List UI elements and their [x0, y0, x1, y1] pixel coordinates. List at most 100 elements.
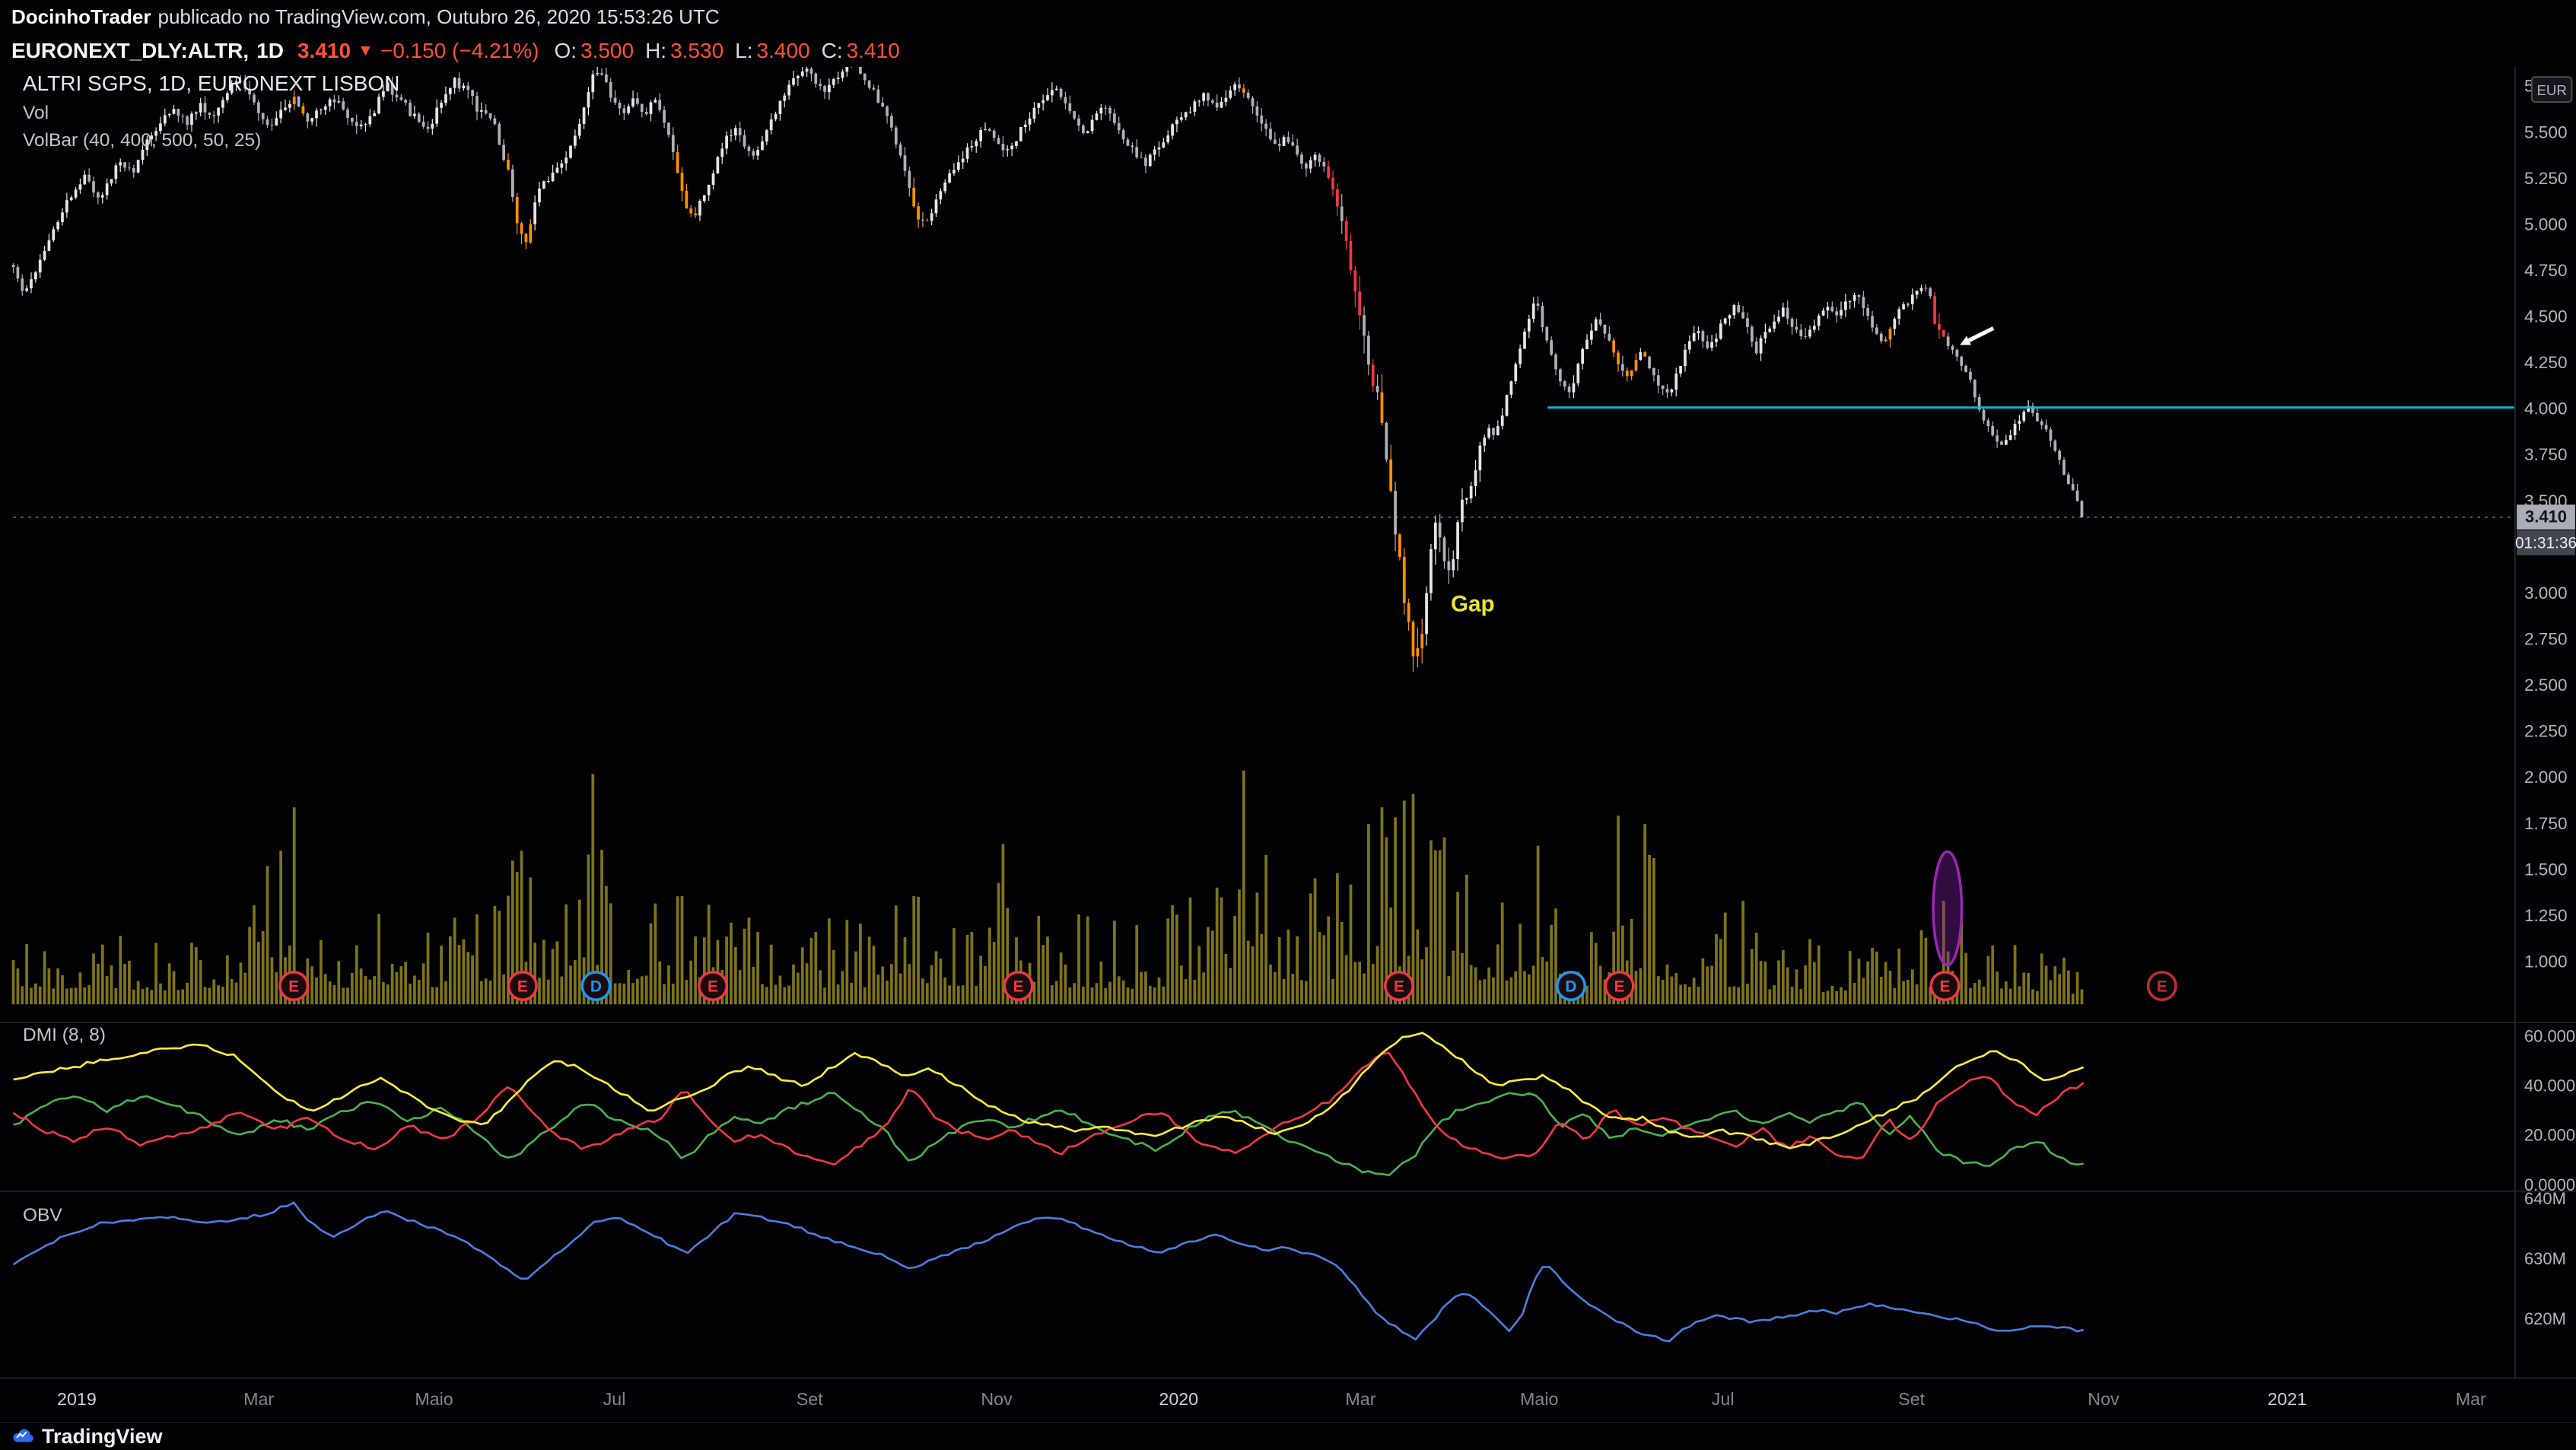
price-tick: 5.250 — [2524, 169, 2568, 188]
separators-layer — [0, 67, 2576, 1379]
brand-name[interactable]: TradingView — [42, 1424, 163, 1448]
time-axis[interactable]: 2019 Mar Maio Jul Set Nov 2020 Mar Maio Jul Set Nov… — [57, 1389, 2486, 1409]
high-value: 3.530 — [670, 39, 724, 62]
earnings-marker[interactable]: E — [1929, 971, 1961, 1002]
time-tick-month: Mar — [2456, 1389, 2486, 1409]
gap-annotation: Gap — [1451, 591, 1495, 616]
price-tick: 1.000 — [2524, 952, 2568, 971]
svg-text:E: E — [1013, 978, 1024, 996]
price-tick: 2.750 — [2524, 629, 2568, 648]
arrow-drawing — [1967, 326, 1995, 342]
dmi-tick: 20.0000 — [2524, 1126, 2576, 1145]
author-name[interactable]: DocinhoTrader — [11, 5, 151, 28]
earnings-marker[interactable]: E — [698, 971, 728, 1002]
currency-badge — [2530, 76, 2573, 103]
dmi-tick: 0.0000 — [2524, 1175, 2575, 1194]
dmi-adx-line — [13, 1032, 2085, 1150]
candles-layer — [11, 67, 2084, 672]
time-tick-month: Maio — [415, 1389, 453, 1409]
price-tick: 5.500 — [2524, 122, 2568, 142]
dmi-tick: 60.0000 — [2524, 1027, 2576, 1046]
time-tick-month: Mar — [243, 1389, 274, 1409]
indicator-dmi-layer — [12, 1032, 2085, 1177]
time-tick-month: Nov — [981, 1389, 1013, 1409]
svg-text:E: E — [2157, 978, 2167, 996]
price-tick: 5.000 — [2524, 215, 2568, 234]
price-tick: 2.000 — [2524, 768, 2568, 787]
open-label: O: — [554, 39, 577, 62]
time-tick-year: 2020 — [1159, 1389, 1198, 1409]
price-tick: 2.250 — [2524, 722, 2568, 741]
svg-text:D: D — [590, 978, 602, 996]
earnings-marker[interactable]: E — [1003, 971, 1034, 1002]
brand-bar: TradingView — [0, 1422, 2576, 1450]
price-tick: 3.000 — [2524, 583, 2568, 603]
price-tick: 2.500 — [2524, 676, 2568, 695]
open-value: 3.500 — [580, 39, 634, 62]
earnings-marker[interactable]: E — [1383, 971, 1414, 1002]
obv-tick: 640M — [2524, 1189, 2566, 1208]
countdown-badge — [2517, 530, 2575, 555]
volume-layer — [11, 770, 2084, 1005]
dmi-tick: 40.0000 — [2524, 1076, 2576, 1095]
down-arrow-icon: ▼ — [358, 42, 374, 59]
svg-text:E: E — [708, 978, 718, 996]
last-price: 3.410 — [297, 39, 351, 62]
time-tick-month: Set — [1898, 1389, 1925, 1409]
close-label: C: — [821, 39, 843, 62]
symbol-bar: EURONEXT_DLY:ALTR, 1D 3.410 ▼ −0.150 (−4… — [0, 33, 2576, 68]
symbol-name: EURONEXT_DLY:ALTR, — [11, 39, 250, 62]
time-tick-year: 2021 — [2267, 1389, 2307, 1409]
obv-tick: 620M — [2524, 1309, 2566, 1328]
price-tick: 4.250 — [2524, 353, 2568, 372]
low-label: L: — [735, 39, 753, 62]
earnings-marker[interactable]: E — [1604, 971, 1635, 1002]
dmi-plus-di-line — [13, 1092, 2084, 1177]
time-tick-month: Nov — [2088, 1389, 2120, 1409]
last-price-badge — [2517, 504, 2575, 530]
earnings-marker[interactable]: E — [507, 971, 538, 1002]
obv-tick: 630M — [2524, 1249, 2566, 1268]
time-tick-year: 2019 — [57, 1389, 97, 1409]
publish-bar: DocinhoTrader publicado no TradingView.c… — [0, 0, 2576, 33]
low-value: 3.400 — [756, 39, 810, 62]
interval-label: 1D — [256, 39, 284, 62]
dividend-marker[interactable]: D — [1555, 971, 1586, 1002]
price-tick: 4.500 — [2524, 307, 2568, 326]
time-tick-month: Set — [797, 1389, 823, 1409]
price-tick: 3.750 — [2524, 445, 2568, 464]
currency-label: EUR — [2537, 82, 2567, 98]
svg-text:E: E — [517, 978, 528, 996]
high-label: H: — [645, 39, 667, 62]
price-axis[interactable]: 5.7505.5005.2505.0004.7504.5004.2504.000… — [2515, 76, 2576, 1328]
svg-text:01:31:36: 01:31:36 — [2515, 534, 2576, 552]
obv-line — [12, 1201, 2084, 1343]
time-tick-month: Mar — [1345, 1389, 1375, 1409]
time-tick-month: Jul — [1712, 1389, 1735, 1409]
svg-text:E: E — [288, 978, 299, 996]
tradingview-logo-icon[interactable] — [11, 1425, 33, 1448]
svg-text:E: E — [1614, 978, 1625, 996]
svg-text:D: D — [1565, 978, 1576, 996]
svg-text:E: E — [1394, 978, 1404, 996]
time-tick-month: Jul — [603, 1389, 626, 1409]
price-change: −0.150 (−4.21%) — [380, 39, 539, 62]
price-tick: 4.000 — [2524, 399, 2568, 418]
price-tick: 1.500 — [2524, 860, 2568, 879]
publish-info: publicado no TradingView.com, Outubro 26… — [157, 5, 720, 28]
ellipse-drawing — [1932, 850, 1964, 967]
time-tick-month: Maio — [1520, 1389, 1558, 1409]
earnings-marker[interactable]: E — [2146, 971, 2177, 1002]
svg-text:3.410: 3.410 — [2525, 507, 2567, 526]
dividend-marker[interactable]: D — [580, 971, 612, 1002]
close-value: 3.410 — [846, 39, 900, 62]
price-tick: 4.750 — [2524, 261, 2568, 280]
drawings-layer: Gap — [13, 326, 2514, 967]
earnings-marker[interactable]: E — [278, 971, 310, 1002]
price-tick: 1.750 — [2524, 814, 2568, 833]
indicator-obv-layer — [12, 1201, 2084, 1343]
svg-text:E: E — [1940, 978, 1951, 996]
